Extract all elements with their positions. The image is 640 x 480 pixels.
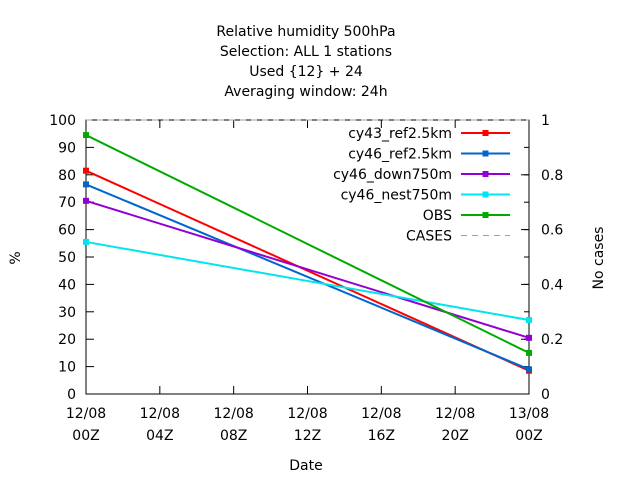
data-point-cy46_nest750m [83, 238, 89, 245]
title-line: Averaging window: 24h [224, 84, 387, 100]
y2-tick-label: 1 [541, 113, 550, 129]
title-line: Used {12} + 24 [249, 64, 363, 80]
data-point-cy46_ref2.5km [526, 366, 532, 373]
y2-tick-label: 0 [541, 387, 550, 403]
x-axis-label: Date [289, 458, 322, 474]
y2-tick-label: 0.8 [541, 168, 563, 184]
y-tick-label: 80 [58, 168, 76, 184]
x-tick-label-date: 12/08 [213, 406, 253, 422]
y2-tick-label: 0.2 [541, 332, 563, 348]
series-line-OBS [85, 134, 530, 354]
y-tick-label: 20 [58, 332, 76, 348]
y2-axis-label: No cases [591, 227, 607, 290]
data-point-OBS [83, 132, 89, 139]
x-tick-label-hour: 12Z [294, 428, 321, 444]
x-tick-label-date: 13/08 [509, 406, 549, 422]
x-tick-label-hour: 16Z [368, 428, 395, 444]
legend-marker [482, 150, 489, 157]
y-tick-label: 90 [58, 140, 76, 156]
data-point-cy43_ref2.5km [83, 167, 89, 174]
series-line-cy46_nest750m [85, 240, 530, 322]
y-tick-label: 60 [58, 223, 76, 239]
series-line-cy46_down750m [85, 199, 530, 339]
y-axis-label: % [8, 251, 24, 264]
y-tick-label: 30 [58, 305, 76, 321]
x-tick-label-date: 12/08 [435, 406, 475, 422]
x-tick-label-hour: 00Z [515, 428, 542, 444]
y2-tick-label: 0.6 [541, 223, 563, 239]
x-tick-label-date: 12/08 [287, 406, 327, 422]
legend-marker [482, 171, 489, 177]
x-tick-label-date: 12/08 [140, 406, 180, 422]
y2-axis-ticks: 0 0.2 0.4 0.6 0.8 1 [521, 113, 563, 403]
y2-tick-label: 0.4 [541, 277, 563, 293]
x-tick-label-date: 12/08 [361, 406, 401, 422]
y-tick-label: 100 [49, 113, 76, 129]
data-point-cy46_down750m [83, 197, 89, 204]
series-line-cy46_ref2.5km [85, 183, 530, 371]
y-tick-label: 40 [58, 277, 76, 293]
legend-label: cy43_ref2.5km [348, 126, 452, 142]
legend-label: OBS [423, 208, 452, 224]
x-tick-label-hour: 20Z [441, 428, 468, 444]
plot-area [85, 119, 530, 395]
x-tick-label-date: 12/08 [66, 406, 106, 422]
x-tick-label-hour: 00Z [72, 428, 99, 444]
y-tick-label: 10 [58, 360, 76, 376]
legend-label: cy46_nest750m [341, 188, 452, 204]
x-axis-ticks: 12/08 00Z 12/08 04Z 12/08 08Z 12/08 12Z 12/08 16Z… [66, 120, 549, 444]
title-line: Selection: ALL 1 stations [220, 44, 392, 60]
legend-marker [482, 191, 489, 198]
data-point-cy46_down750m [526, 334, 532, 341]
x-tick-label-hour: 08Z [220, 428, 247, 444]
y-tick-label: 50 [58, 250, 76, 266]
x-tick-label-hour: 04Z [146, 428, 173, 444]
legend-marker [482, 212, 489, 218]
plot-frame [85, 119, 530, 395]
data-point-cy46_nest750m [526, 317, 532, 324]
y-tick-label: 70 [58, 195, 76, 211]
y-tick-label: 0 [67, 387, 76, 403]
legend-marker [482, 130, 489, 136]
series-line-cy43_ref2.5km [85, 169, 530, 372]
legend: cy43_ref2.5km cy46_ref2.5km cy46_down750mc… [333, 126, 510, 245]
data-point-OBS [526, 349, 532, 356]
legend-label: CASES [406, 229, 452, 245]
chart-title: Relative humidity 500hPa Selection: ALL 1… [216, 24, 395, 100]
legend-label: cy46_ref2.5km [348, 147, 452, 163]
legend-label: cy46_down750m [333, 167, 452, 183]
series-lines [83, 119, 532, 374]
data-point-cy46_ref2.5km [83, 181, 89, 188]
y-axis-ticks: 0 10 20 30 40 50 60 70 80 90 100 [49, 113, 529, 403]
title-line: Relative humidity 500hPa [216, 24, 395, 40]
